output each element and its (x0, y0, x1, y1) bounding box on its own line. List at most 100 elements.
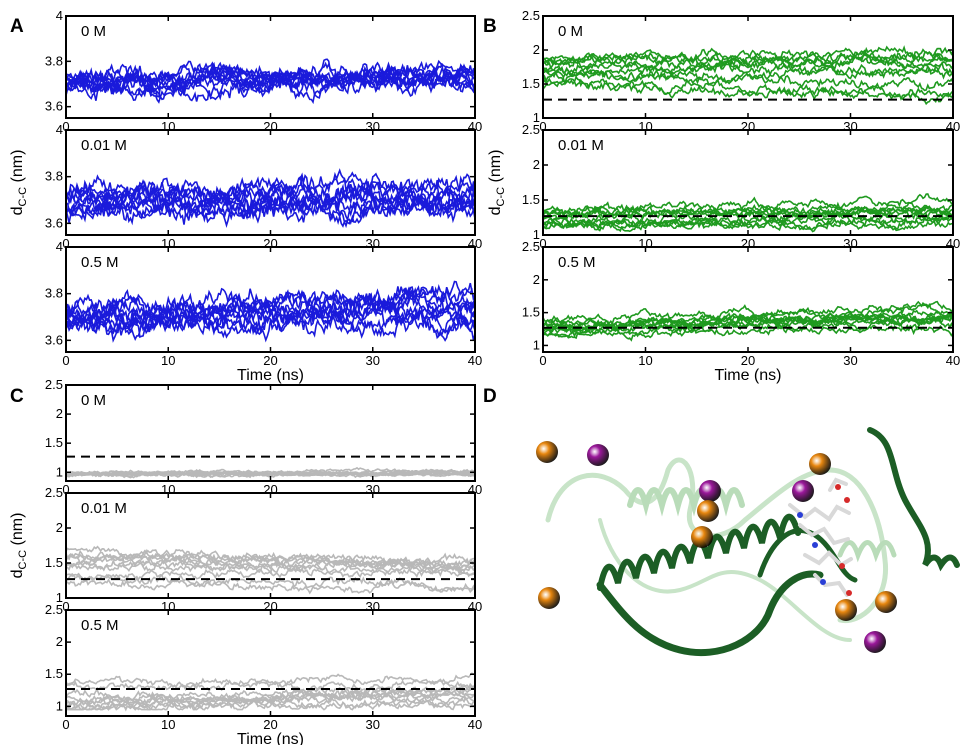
y-tick-label: 1.5 (522, 192, 540, 207)
trace-line (66, 182, 475, 218)
trace-line (66, 297, 475, 336)
x-tick-label: 10 (161, 353, 175, 368)
y-tick-label: 2.5 (45, 377, 63, 392)
trace-line (66, 685, 475, 702)
purple-ion (699, 480, 721, 502)
panel-letter-a: A (10, 16, 24, 37)
y-tick-label: 2 (533, 42, 540, 57)
y-tick-label: 1.5 (45, 435, 63, 450)
y-tick-label: 1.5 (45, 666, 63, 681)
x-tick-label: 30 (366, 353, 380, 368)
y-tick-label: 2.5 (522, 8, 540, 23)
x-tick-label: 0 (62, 353, 69, 368)
panel-letter-c: C (10, 386, 24, 407)
concentration-label: 0.01 M (81, 137, 127, 154)
x-tick-label: 0 (539, 236, 546, 251)
purple-ion (587, 444, 609, 466)
helix-dark-2 (867, 427, 960, 572)
trace-line (66, 565, 475, 582)
x-tick-label: 30 (366, 717, 380, 732)
x-tick-label: 0 (62, 482, 69, 497)
trace-line (543, 324, 953, 340)
subplot-c-2: 0 10 20 30 40 1 1.5 2 2.5 0.5 M (45, 602, 482, 732)
helix-light (627, 487, 745, 517)
trace-line (543, 48, 953, 69)
traces (543, 193, 953, 233)
trace-line (543, 60, 953, 84)
trace-line (66, 73, 475, 102)
trace-line (543, 51, 953, 69)
subplot-a-0: 0 10 20 30 403.63.840 M (45, 8, 482, 134)
trace-line (66, 672, 475, 690)
traces (543, 45, 953, 106)
y-tick-label: 1 (533, 337, 540, 352)
y-tick-label: 1 (56, 698, 63, 713)
x-axis-label: Time (ns) (715, 367, 782, 384)
y-tick-label: 1.5 (522, 76, 540, 91)
y-tick-label: 1.5 (522, 305, 540, 320)
traces (66, 58, 475, 105)
trace-line (66, 690, 475, 708)
traces (543, 300, 953, 342)
x-tick-label: 10 (638, 353, 652, 368)
y-tick-label: 2.5 (522, 122, 540, 137)
subplot-b-2: 0 10 20 30 40 1 1.5 2 2.5 0.5 M (522, 239, 960, 368)
y-tick-label: 4 (56, 239, 63, 254)
orange-ion (875, 591, 897, 613)
x-tick-label: 40 (468, 717, 482, 732)
ions-layer (536, 441, 897, 653)
x-tick-label: 0 (62, 599, 69, 614)
subplot-a-2: 0 10 20 30 40 3.6 3.8 4 0.5 M (45, 239, 482, 368)
helix-light-2 (837, 540, 897, 563)
orange-ion (536, 441, 558, 463)
trace-line (543, 206, 953, 225)
trace-line (66, 685, 475, 711)
molecule-panel-d (536, 427, 960, 657)
ligand-sticks (788, 477, 853, 597)
y-tick-label: 4 (56, 8, 63, 23)
y-tick-label: 1 (56, 464, 63, 479)
purple-ion (864, 631, 886, 653)
panel-letter-b: B (483, 16, 497, 37)
trace-line (66, 171, 475, 210)
trace-line (543, 45, 953, 66)
y-tick-label: 2 (56, 406, 63, 421)
trace-line (66, 289, 475, 324)
concentration-label: 0.5 M (558, 254, 596, 271)
trace-line (543, 212, 953, 233)
trace-line (543, 312, 953, 329)
protein-ribbon-light-2 (598, 518, 852, 642)
orange-ion (691, 526, 713, 548)
trace-line (66, 285, 475, 329)
protein-ribbon-dark (596, 570, 824, 657)
trace-line (543, 318, 953, 342)
orange-ion (809, 453, 831, 475)
trace-line (66, 689, 475, 707)
traces (66, 545, 475, 595)
y-tick-label: 2 (56, 634, 63, 649)
orange-ion (538, 587, 560, 609)
y-tick-label: 3.8 (45, 53, 63, 68)
plot-frame (65, 384, 476, 482)
y-tick-label: 3.6 (45, 99, 63, 114)
trace-line (543, 193, 953, 217)
x-tick-label: 0 (62, 119, 69, 134)
trace-line (66, 548, 475, 566)
y-tick-label: 2.5 (45, 602, 63, 617)
y-tick-label: 2 (533, 157, 540, 172)
concentration-label: 0.01 M (81, 500, 127, 517)
concentration-label: 0 M (81, 23, 106, 40)
trace-line (543, 59, 953, 80)
trace-line (66, 187, 475, 226)
trace-line (543, 75, 953, 101)
trace-line (66, 697, 475, 711)
x-tick-label: 10 (161, 717, 175, 732)
orange-ion (697, 500, 719, 522)
traces (66, 466, 475, 479)
y-tick-label: 2.5 (45, 485, 63, 500)
trace-line (543, 216, 953, 233)
